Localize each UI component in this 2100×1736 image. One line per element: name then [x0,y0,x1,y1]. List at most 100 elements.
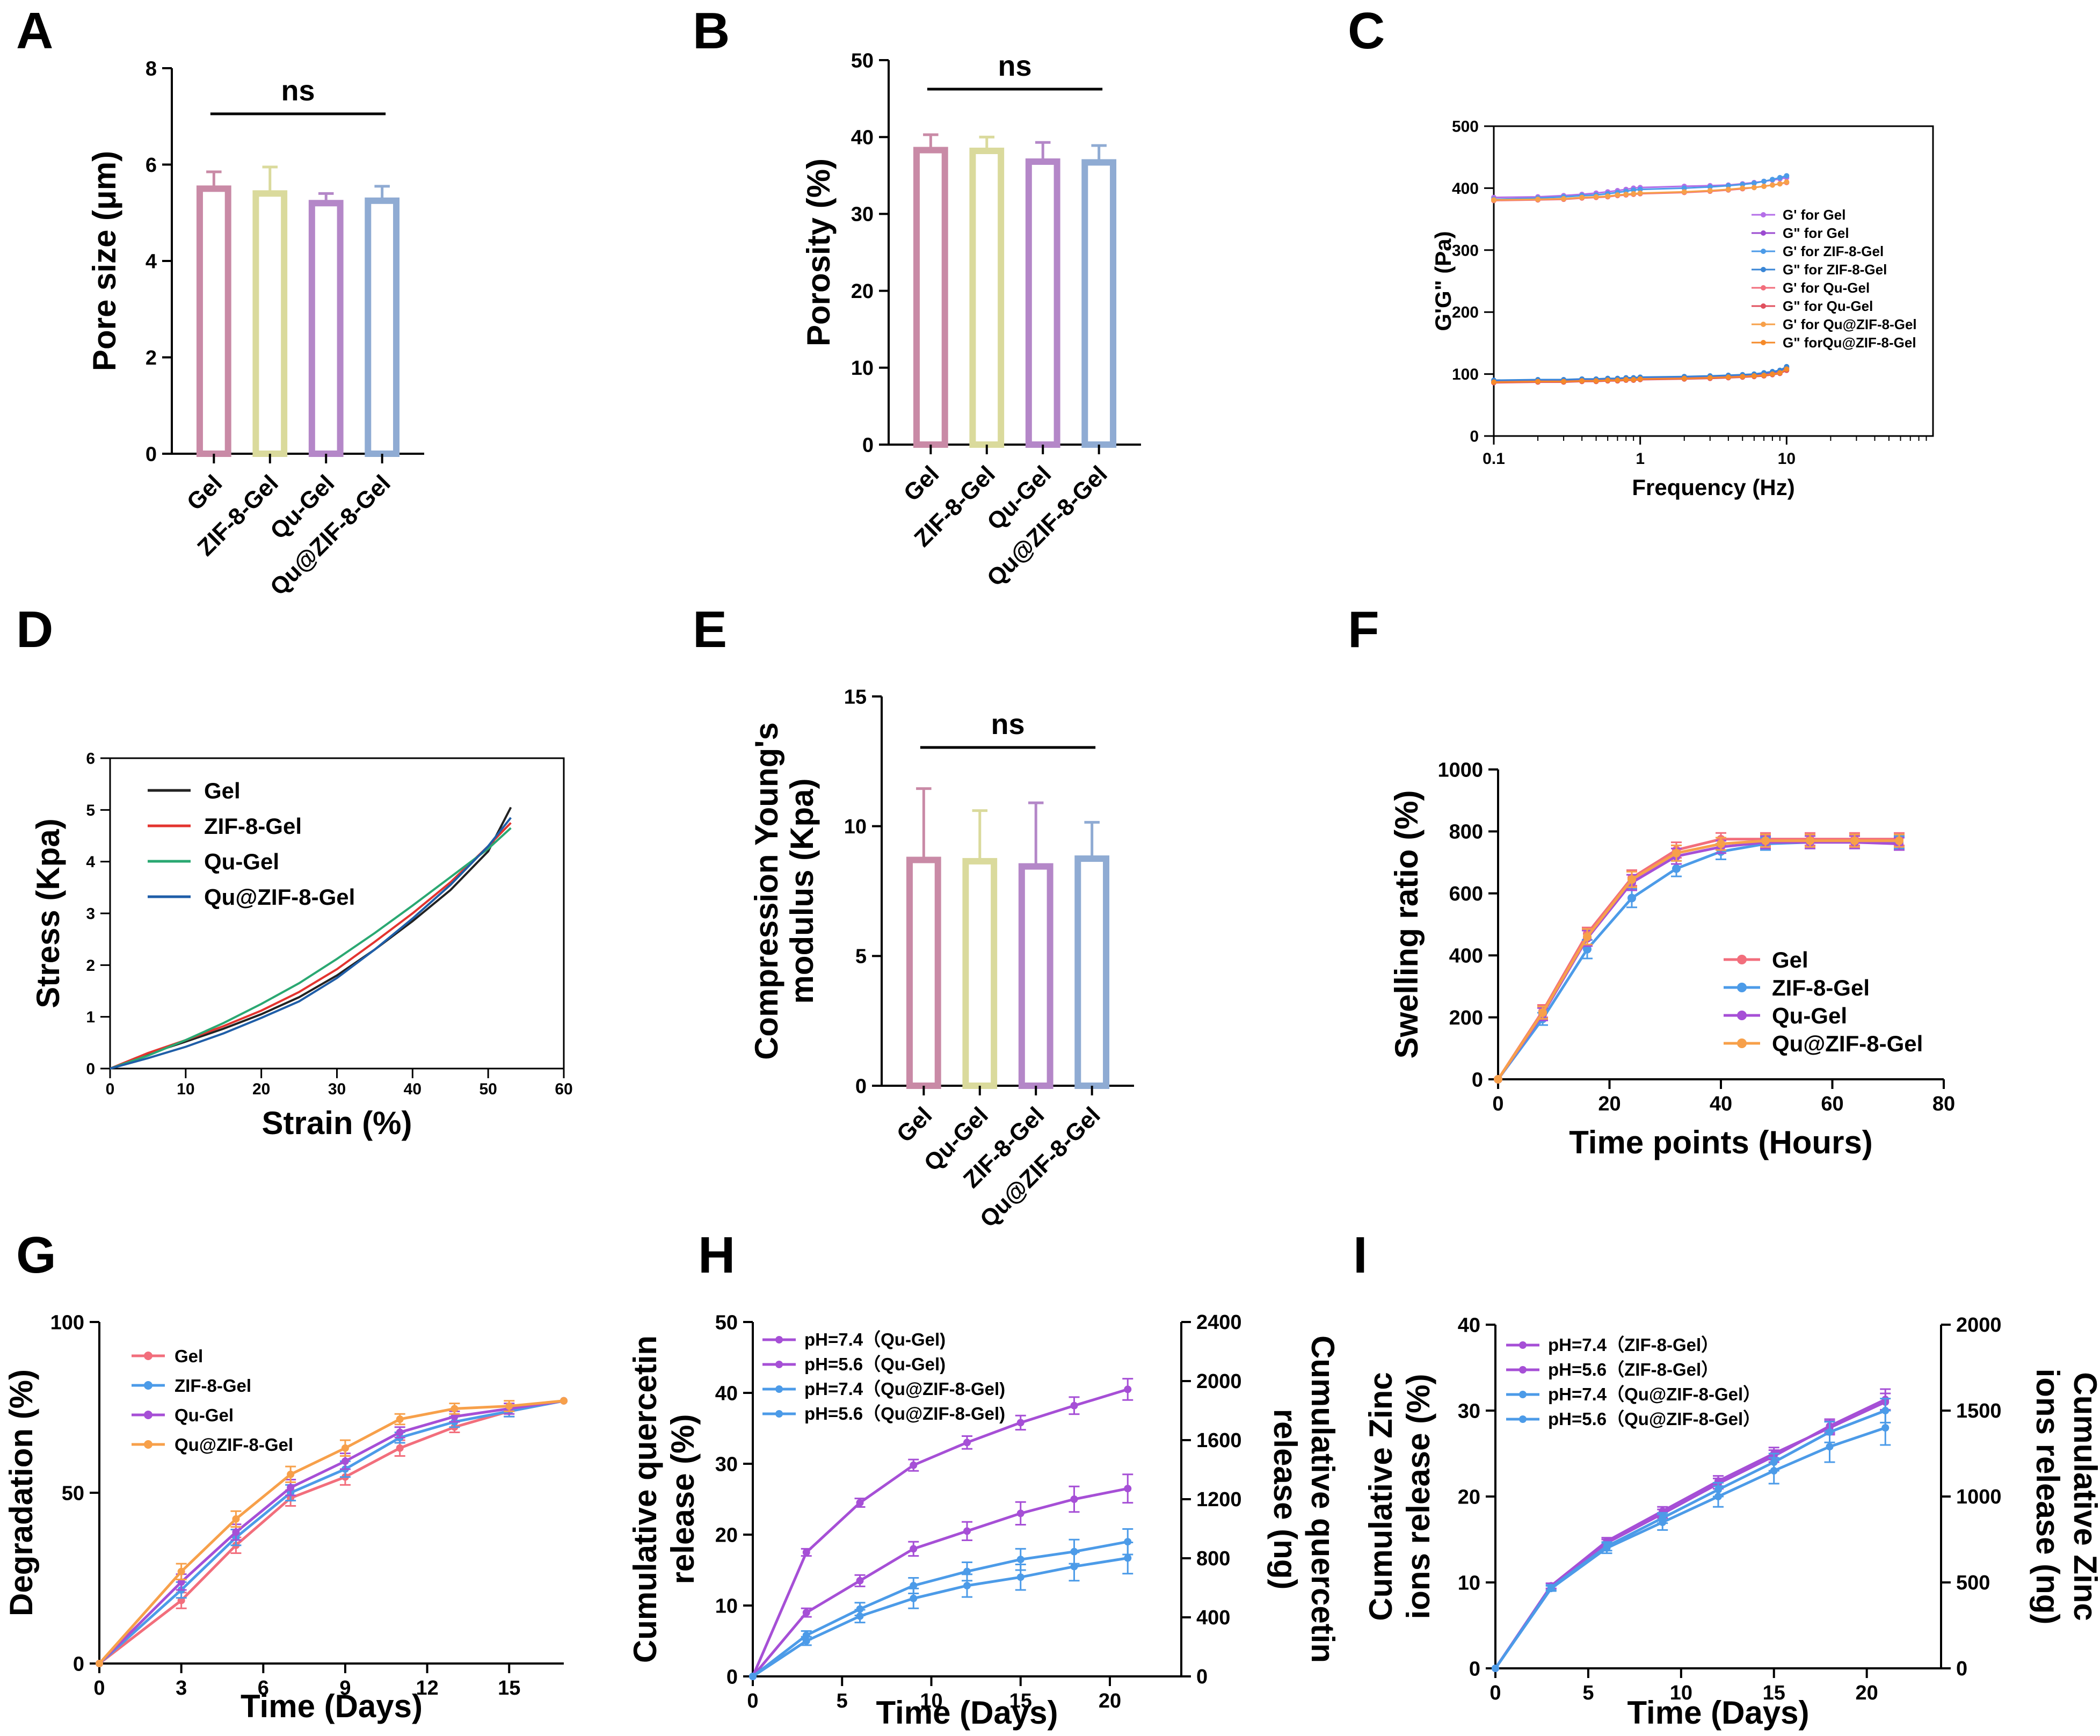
y-tick-label: 50 [62,1482,84,1505]
y-tick-label: 0 [855,1075,867,1098]
legend-label: G' for ZIF-8-Gel [1783,243,1884,259]
data-point [910,1582,918,1590]
data-point [396,1428,404,1436]
legend-label: pH=7.4（Qu@ZIF-8-Gel) [804,1379,1005,1399]
y-axis-title-line: ions release (%) [1400,1374,1436,1619]
x-tick-label: 40 [404,1080,422,1098]
y-tick-label: 5 [855,946,867,968]
data-point [856,1612,864,1620]
x-tick-label: Gel [899,461,944,506]
y-tick-label: 30 [1458,1400,1480,1422]
panel-C: 0 100 200 300 400 500 0.1 1 10 Frequency (Hz) G'G"… [1430,118,1934,500]
data-point [1627,875,1636,884]
panel-label-B: B [693,2,730,60]
right-y-tick-label: 0 [1956,1658,1967,1680]
data-point [910,1461,918,1469]
data-point [802,1609,810,1617]
data-point [1016,1509,1024,1517]
y-tick-label: 20 [1458,1486,1480,1508]
y-tick-label: 0 [726,1666,738,1688]
right-y-axis-title: Cumulative quercetinrelease (ng) [1267,1335,1341,1663]
panel-label-D: D [16,601,53,658]
legend-label: pH=7.4（ZIF-8-Gel） [1548,1335,1719,1355]
data-point [560,1397,568,1405]
data-point [1714,1493,1722,1500]
y-tick-label: 20 [851,280,874,303]
panel-label-E: E [693,601,727,658]
data-point [749,1673,757,1680]
y-axis-title: Swelling ratio (%) [1389,790,1425,1058]
legend-label: G" forQu@ZIF-8-Gel [1783,335,1916,351]
y-tick-label: 50 [715,1311,738,1334]
data-point [802,1549,810,1556]
series-line-3 [752,1557,1128,1678]
data-point [1491,197,1496,203]
legend-label: pH=5.6（Qu@ZIF-8-Gel） [1548,1409,1761,1429]
data-point [1784,173,1790,179]
bar-Qu@ZIF-8-Gel [1074,855,1110,1089]
legend-marker [1761,212,1766,217]
y-tick-label: 200 [1449,1007,1483,1029]
data-point [1637,376,1643,382]
legend-marker [144,1352,152,1360]
y-tick-label: 2 [86,957,95,975]
bar-Qu@ZIF-8-Gel [1081,159,1117,448]
legend-label: G' for Qu@ZIF-8-Gel [1783,316,1917,332]
x-tick-label: 0 [106,1080,115,1098]
data-point [1070,1401,1078,1410]
right-y-tick-label: 1500 [1956,1400,2002,1422]
data-point [1826,1443,1834,1451]
x-tick-label: 0 [93,1677,105,1699]
data-point [1681,189,1687,195]
data-point [1492,1665,1499,1672]
x-tick-label: 10 [177,1080,194,1098]
x-tick-label: 40 [1710,1093,1732,1115]
y-tick-label: 0 [1470,428,1479,446]
data-point [1881,1424,1890,1432]
legend-label: Qu-Gel [175,1405,234,1425]
y-tick-label: 10 [844,816,867,838]
series-line-3 [110,817,512,1070]
data-point [1751,180,1757,186]
panel-label-C: C [1348,2,1385,60]
right-y-tick-label: 2400 [1196,1311,1242,1334]
data-point [1777,175,1783,180]
x-tick-label: 50 [479,1080,497,1098]
x-tick-label: 20 [1856,1682,1878,1704]
legend-label: pH=7.4（Qu-Gel) [804,1330,946,1349]
legend-label: ZIF-8-Gel [1772,975,1870,1000]
data-point [396,1415,404,1423]
data-point [1637,190,1643,196]
legend-label: ZIF-8-Gel [204,813,302,839]
legend-label: pH=5.6（ZIF-8-Gel） [1548,1360,1719,1379]
data-point [1777,181,1783,187]
data-point [1761,836,1770,845]
significance-label: ns [998,50,1031,82]
data-point [1761,178,1767,184]
series-line-2 [110,827,512,1070]
data-point [1124,1554,1132,1562]
panel-G: 0 50 100 0 3 6 9 12 15 Time (Days) Degradation (%)… [3,1311,568,1724]
y-axis-title: Compression Young'smodulus (Kpa) [749,722,820,1060]
x-axis-title: Time (Days) [241,1688,423,1724]
x-tick-label: 60 [555,1080,572,1098]
y-tick-label: 0 [146,443,157,466]
data-point [1615,377,1621,383]
data-point [1603,1544,1611,1552]
data-point [1707,188,1713,194]
legend-label: pH=7.4（Qu@ZIF-8-Gel） [1548,1384,1761,1404]
y-tick-label: 800 [1449,821,1483,844]
legend-marker [775,1336,783,1343]
legend-marker [1519,1341,1527,1349]
data-point [1659,1519,1667,1526]
y-axis-title: Cumulative Zincions release (%) [1363,1372,1436,1621]
data-point [287,1484,295,1492]
data-point [963,1567,971,1575]
panel-B: 01020304050GelZIF-8-GelQu-GelQu@ZIF-8-Ge… [801,49,1141,591]
data-point [1740,185,1746,191]
data-point [1895,836,1903,845]
data-point [1016,1556,1024,1564]
x-tick-label: 20 [252,1080,270,1098]
y-axis-title-line: Cumulative Zinc [1363,1372,1399,1621]
